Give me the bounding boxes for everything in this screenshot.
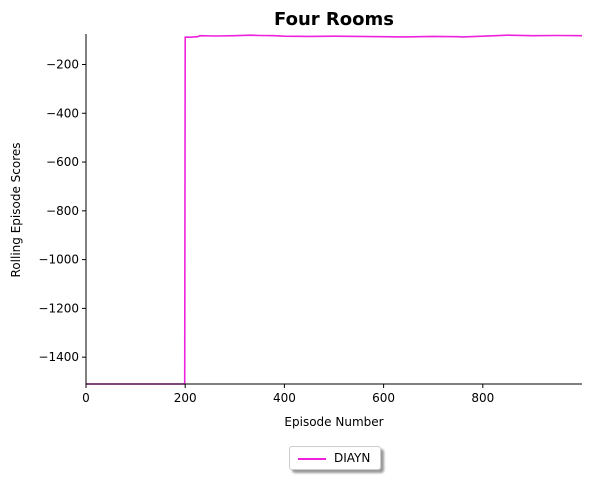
x-tick-label: 400 xyxy=(273,391,296,405)
x-tick-label: 200 xyxy=(174,391,197,405)
y-axis: −200 −400 −600 −800 −1000 −1200 −1400 xyxy=(38,34,87,384)
x-axis: 0 200 400 600 800 xyxy=(82,383,582,405)
legend-label-diayn: DIAYN xyxy=(334,451,371,465)
y-tick-label: −800 xyxy=(46,204,79,218)
y-tick-label: −1000 xyxy=(38,253,79,267)
legend-line-diayn xyxy=(298,458,326,460)
x-tick-label: 800 xyxy=(471,391,494,405)
y-tick-label: −400 xyxy=(46,106,79,120)
y-axis-label: Rolling Episode Scores xyxy=(9,143,23,278)
plot-area xyxy=(86,34,583,385)
x-tick-label: 600 xyxy=(372,391,395,405)
y-tick-label: −200 xyxy=(46,57,79,71)
y-tick-label: −600 xyxy=(46,155,79,169)
y-tick-label: −1200 xyxy=(38,301,79,315)
x-axis-label: Episode Number xyxy=(284,415,383,429)
chart-title: Four Rooms xyxy=(274,9,394,30)
y-tick-label: −1400 xyxy=(38,350,79,364)
legend: DIAYN xyxy=(289,446,381,470)
x-tick-label: 0 xyxy=(82,391,90,405)
series-line-diayn xyxy=(86,34,583,385)
